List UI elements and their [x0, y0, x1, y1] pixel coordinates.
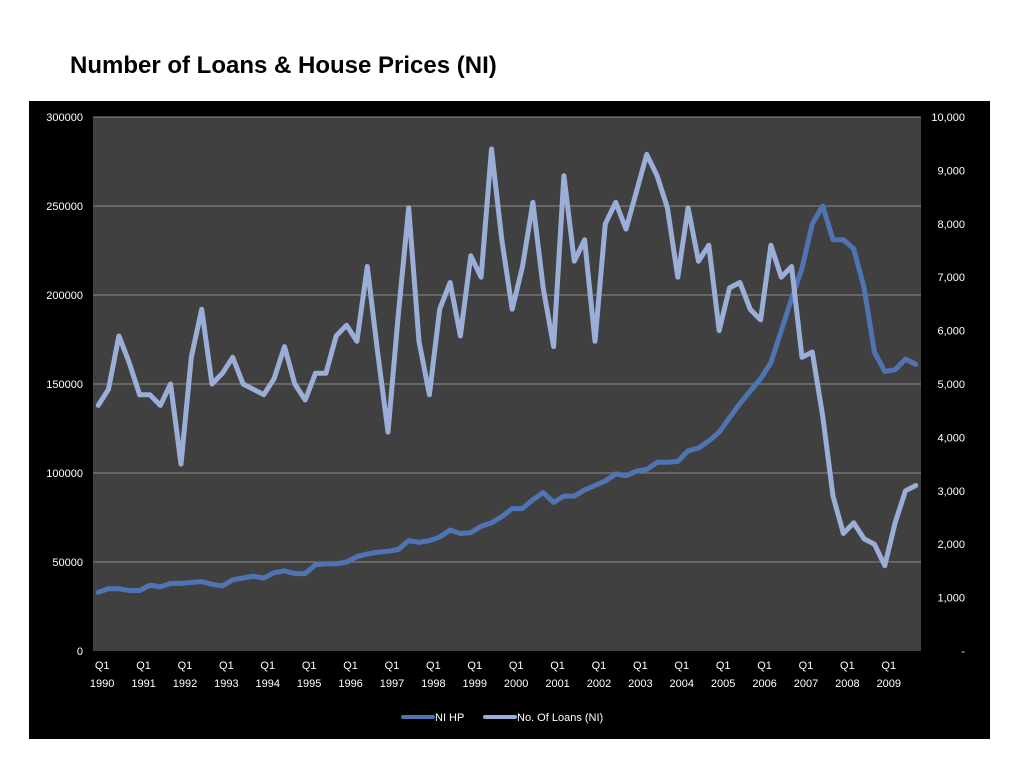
- y-right-tick-label: 3,000: [937, 486, 965, 498]
- y-left-tick-label: 0: [77, 646, 83, 658]
- x-tick-label-year: 2006: [752, 678, 776, 690]
- y-right-tick-label: 8,000: [937, 219, 965, 231]
- x-tick-label-quarter: Q1: [219, 660, 234, 672]
- y-left-tick-label: 300000: [46, 112, 83, 124]
- x-tick-label-year: 1993: [214, 678, 238, 690]
- y-right-tick-label: 7,000: [937, 272, 965, 284]
- y-right-tick-label: 5,000: [937, 379, 965, 391]
- y-left-tick-label: 50000: [52, 557, 83, 569]
- x-tick-label-year: 2005: [711, 678, 735, 690]
- series-line-ni-hp: [95, 203, 919, 595]
- y-right-tick-label: 9,000: [937, 165, 965, 177]
- chart-panel: 0 50000 100000 150000 200000 250000 300000 - 1,…: [29, 101, 990, 739]
- y-right-tick-label: 6,000: [937, 326, 965, 338]
- x-tick-label-quarter: Q1: [95, 660, 110, 672]
- line-chart: 0 50000 100000 150000 200000 250000 300000 - 1,…: [46, 112, 965, 724]
- x-tick-label-year: 1995: [297, 678, 321, 690]
- x-tick-label-year: 1992: [173, 678, 197, 690]
- x-tick-label-year: 2001: [545, 678, 569, 690]
- x-tick-label-quarter: Q1: [136, 660, 151, 672]
- x-tick-label-quarter: Q1: [633, 660, 648, 672]
- series-line-no-of-loans: [95, 146, 919, 569]
- page-title: Number of Loans & House Prices (NI): [70, 52, 497, 79]
- series-lines: [95, 146, 919, 595]
- x-tick-label-year: 1998: [421, 678, 445, 690]
- x-tick-label-quarter: Q1: [302, 660, 317, 672]
- y-right-tick-label: -: [961, 646, 965, 658]
- x-tick-label-quarter: Q1: [260, 660, 275, 672]
- x-tick-label-quarter: Q1: [757, 660, 772, 672]
- x-tick-label-year: 1996: [338, 678, 362, 690]
- x-tick-label-quarter: Q1: [467, 660, 482, 672]
- legend-label-no-of-loans: No. Of Loans (NI): [517, 712, 603, 724]
- x-tick-label-year: 2004: [670, 678, 694, 690]
- x-axis: Q1 1990 Q1 1991 Q1 1992 Q1 1993 Q1 1994 Q1 1995 Q1 19…: [90, 660, 901, 690]
- x-tick-label-quarter: Q1: [840, 660, 855, 672]
- x-tick-label-quarter: Q1: [426, 660, 441, 672]
- x-tick-label-year: 1994: [256, 678, 280, 690]
- x-tick-label-year: 1990: [90, 678, 114, 690]
- y-right-tick-label: 1,000: [937, 593, 965, 605]
- y-left-tick-label: 200000: [46, 290, 83, 302]
- x-tick-label-quarter: Q1: [674, 660, 689, 672]
- x-tick-label-quarter: Q1: [881, 660, 896, 672]
- y-left-tick-label: 250000: [46, 201, 83, 213]
- legend-label-ni-hp: NI HP: [435, 712, 464, 724]
- x-tick-label-year: 2000: [504, 678, 528, 690]
- y-right-tick-label: 2,000: [937, 539, 965, 551]
- x-tick-label-year: 1999: [463, 678, 487, 690]
- y-left-tick-label: 150000: [46, 379, 83, 391]
- x-tick-label-quarter: Q1: [178, 660, 193, 672]
- gridlines: [93, 116, 921, 563]
- y-left-tick-label: 100000: [46, 468, 83, 480]
- x-tick-label-quarter: Q1: [385, 660, 400, 672]
- x-tick-label-year: 2003: [628, 678, 652, 690]
- x-tick-label-quarter: Q1: [716, 660, 731, 672]
- y-right-tick-label: 4,000: [937, 432, 965, 444]
- x-tick-label-quarter: Q1: [799, 660, 814, 672]
- legend: NI HP No. Of Loans (NI): [401, 712, 603, 724]
- x-tick-label-year: 2002: [587, 678, 611, 690]
- x-tick-label-year: 2007: [794, 678, 818, 690]
- y-axis-right: - 1,000 2,000 3,000 4,000 5,000 6,000 7,000 8,00…: [931, 112, 965, 658]
- y-axis-left: 0 50000 100000 150000 200000 250000 300000: [46, 112, 83, 658]
- y-right-tick-label: 10,000: [931, 112, 965, 124]
- x-tick-label-quarter: Q1: [550, 660, 565, 672]
- x-tick-label-quarter: Q1: [509, 660, 524, 672]
- x-tick-label-year: 2008: [835, 678, 859, 690]
- x-tick-label-year: 1997: [380, 678, 404, 690]
- x-tick-label-year: 1991: [131, 678, 155, 690]
- x-tick-label-quarter: Q1: [592, 660, 607, 672]
- x-tick-label-year: 2009: [877, 678, 901, 690]
- x-tick-label-quarter: Q1: [343, 660, 358, 672]
